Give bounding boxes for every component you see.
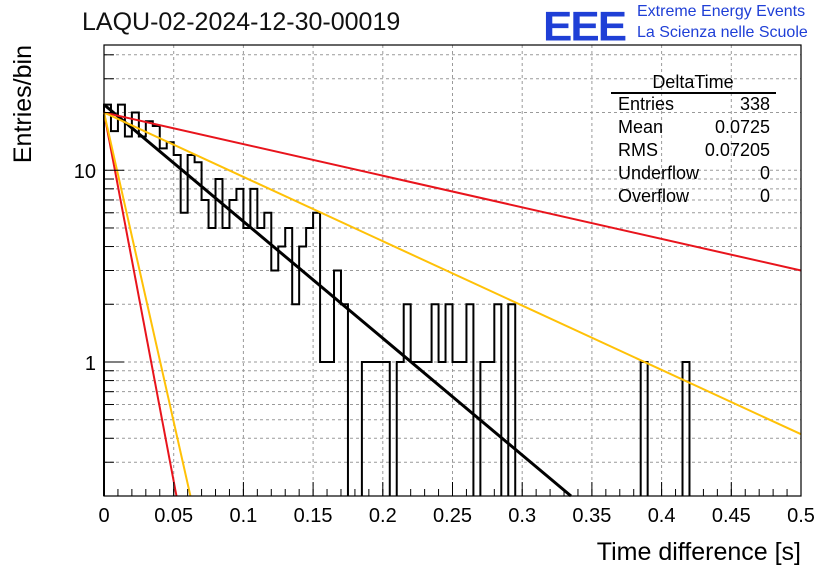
x-tick-label: 0.25 <box>433 505 472 527</box>
tick-labels: 0 0.05 0.1 0.15 0.2 0.25 0.3 0.35 0.4 0.45 0.5 1 10 <box>74 161 815 527</box>
fit-line-3 <box>103 112 178 497</box>
logo-text-line1: Extreme Energy Events <box>637 3 806 20</box>
stats-title: DeltaTime <box>652 72 733 92</box>
x-tick-label: 0.1 <box>229 505 257 527</box>
eee-logo: EEE <box>543 3 627 50</box>
stats-value: 0 <box>760 163 770 183</box>
fit-line-1 <box>103 111 802 272</box>
x-tick-label: 0.3 <box>508 505 536 527</box>
histogram-outline <box>103 103 691 496</box>
stats-label: RMS <box>618 140 658 160</box>
stats-value: 0.0725 <box>715 117 770 137</box>
x-tick-label: 0 <box>98 505 109 527</box>
fit-lines <box>103 103 802 498</box>
stats-label: Entries <box>618 94 674 114</box>
logo-text-line2: La Scienza nelle Scuole <box>637 24 808 41</box>
axis-ticks <box>103 54 802 497</box>
x-tick-label: 0.4 <box>648 505 676 527</box>
x-tick-label: 0.2 <box>369 505 397 527</box>
x-axis-label: Time difference [s] <box>597 538 801 566</box>
stats-value: 0 <box>760 186 770 206</box>
stats-value: 338 <box>740 94 770 114</box>
x-tick-label: 0.15 <box>294 505 333 527</box>
x-tick-label: 0.35 <box>572 505 611 527</box>
x-tick-label: 0.05 <box>154 505 193 527</box>
x-tick-label: 0.45 <box>712 505 751 527</box>
histogram-bars <box>103 103 691 496</box>
fit-line-2 <box>103 111 802 436</box>
grid-lines <box>104 45 801 497</box>
stats-label: Underflow <box>618 163 700 183</box>
fit-line-4 <box>103 112 192 497</box>
chart-title: LAQU-02-2024-12-30-00019 <box>82 8 401 36</box>
stats-label: Overflow <box>618 186 690 206</box>
fit-line-0 <box>103 103 572 498</box>
stats-value: 0.07205 <box>705 140 770 160</box>
y-tick-label: 10 <box>74 161 96 183</box>
y-axis-label: Entries/bin <box>9 45 37 163</box>
stats-label: Mean <box>618 117 663 137</box>
y-tick-label: 1 <box>85 353 96 375</box>
x-tick-label: 0.5 <box>787 505 815 527</box>
